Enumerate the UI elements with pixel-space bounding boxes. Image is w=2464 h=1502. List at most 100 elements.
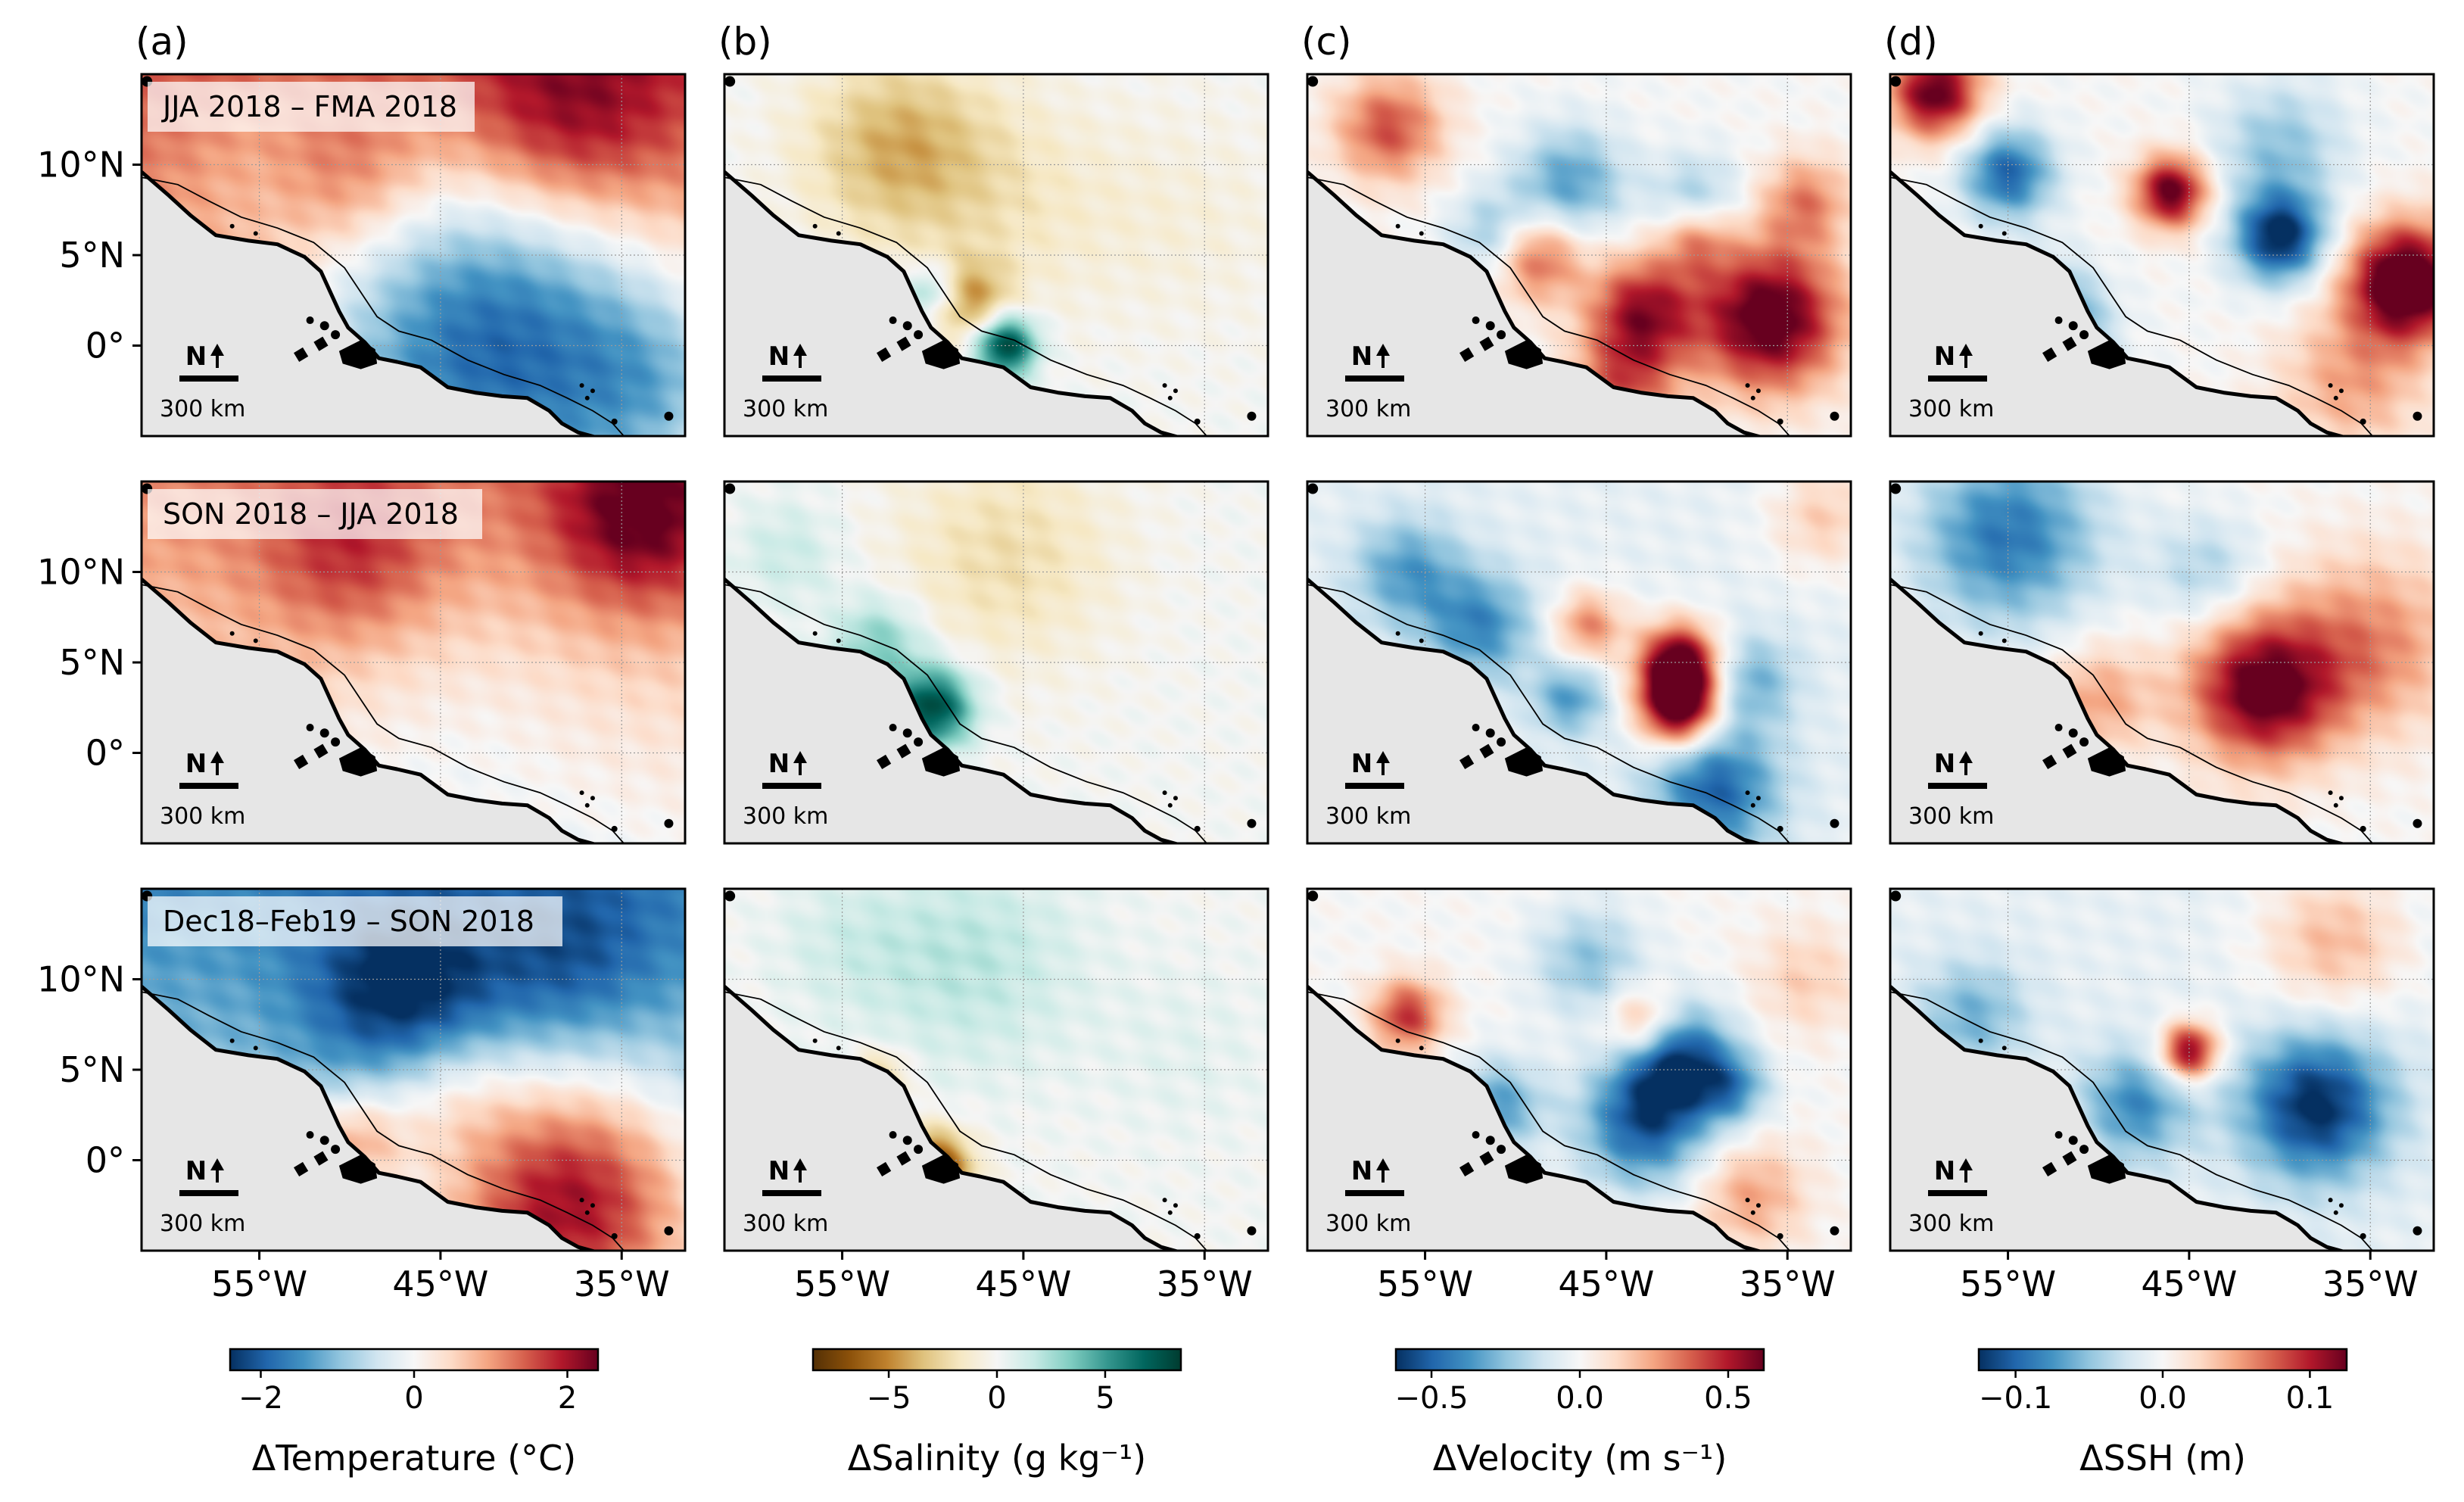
- map-panel-ssh-row1: N 300 km: [1889, 73, 2435, 438]
- marajo-island: [921, 747, 961, 777]
- island-dot: [253, 231, 258, 236]
- scale-bar-label: 300 km: [1325, 396, 1411, 422]
- island-dot: [1755, 796, 1761, 801]
- scale-bar-label: 300 km: [1908, 803, 1994, 830]
- shelf-contour: [724, 176, 1208, 436]
- estuary-islet: [2079, 1145, 2089, 1155]
- island-dot: [590, 388, 595, 394]
- estuary-island: [294, 754, 309, 769]
- scale-bar: [1345, 376, 1404, 382]
- estuary-islet: [331, 737, 341, 747]
- island-dot: [579, 1198, 584, 1203]
- map-panel-velocity-row3: N 300 km: [1306, 887, 1852, 1252]
- island-dot: [1194, 1232, 1201, 1239]
- island-dot: [664, 411, 674, 421]
- scale-bar: [1345, 783, 1404, 789]
- colorbar-gradient: [811, 1348, 1182, 1372]
- colorbar-gradient: [229, 1348, 600, 1372]
- island-dot: [1890, 890, 1902, 902]
- north-arrow-label: N: [1351, 341, 1372, 372]
- north-arrow-icon: [1959, 1158, 1973, 1183]
- colorbar-tick-label: −0.5: [1394, 1381, 1468, 1416]
- land-mask: [1890, 986, 2341, 1251]
- island-dot: [584, 395, 590, 400]
- lat-tick-label: 10°N: [37, 145, 125, 185]
- estuary-island: [896, 336, 911, 351]
- estuary-islet: [914, 1145, 924, 1155]
- north-arrow-label: N: [1934, 341, 1955, 372]
- island-dot: [1307, 483, 1319, 494]
- island-dot: [2333, 395, 2338, 400]
- estuary-island: [1459, 347, 1475, 362]
- island-dot: [579, 383, 584, 388]
- land-mask: [1890, 579, 2341, 843]
- island-dot: [1167, 395, 1173, 400]
- north-arrow-label: N: [185, 749, 207, 779]
- lat-tick-label: 5°N: [59, 235, 125, 276]
- estuary-islet: [902, 728, 912, 738]
- colorbar-gradient: [1977, 1348, 2348, 1372]
- scale-bar-label: 300 km: [1908, 1211, 1994, 1237]
- estuary-islet: [306, 316, 314, 325]
- estuary-islet: [2068, 728, 2078, 738]
- island-dot: [2413, 411, 2422, 421]
- lat-tick-label: 10°N: [37, 959, 125, 1000]
- estuary-island: [313, 1151, 329, 1166]
- lon-tick-label: 55°W: [1960, 1264, 2056, 1304]
- panel-frame: [1306, 887, 1852, 1252]
- scale-bar-label: 300 km: [743, 396, 828, 422]
- island-dot: [1777, 418, 1783, 425]
- estuary-islet: [1497, 330, 1506, 340]
- colorbar-temperature: −2 0 2 ΔTemperature (°C): [229, 1348, 600, 1479]
- island-dot: [1247, 411, 1257, 421]
- colorbar-gradient: [1394, 1348, 1765, 1372]
- island-dot: [253, 1045, 258, 1051]
- row-title-box: [148, 896, 562, 946]
- island-dot: [1194, 418, 1201, 425]
- island-dot: [2001, 638, 2007, 643]
- colorbar-ssh: −0.1 0.0 0.1 ΔSSH (m): [1977, 1348, 2348, 1479]
- island-dot: [2360, 418, 2366, 425]
- shelf-contour: [142, 991, 625, 1251]
- north-arrow-icon: [1376, 1158, 1390, 1183]
- island-dot: [664, 1226, 674, 1236]
- island-dot: [1247, 818, 1257, 828]
- panel-letter: (d): [1884, 20, 1938, 64]
- lon-tick-label: 45°W: [1558, 1264, 1654, 1304]
- shelf-contour: [724, 991, 1208, 1251]
- estuary-islet: [889, 724, 897, 732]
- row-title-box: [148, 489, 482, 539]
- map-panel-temperature-row3: N 300 km Dec18–Feb19 – SON 2018: [140, 887, 687, 1252]
- map-panel-salinity-row3: N 300 km: [723, 887, 1269, 1252]
- estuary-islet: [2068, 321, 2078, 331]
- colorbar-salinity: −5 0 5 ΔSalinity (g kg⁻¹): [811, 1348, 1182, 1479]
- estuary-island: [1479, 743, 1494, 759]
- scale-bar-label: 300 km: [1908, 396, 1994, 422]
- north-arrow-icon: [793, 1158, 807, 1183]
- panel-frame: [1306, 73, 1852, 438]
- north-arrow-icon: [793, 344, 807, 368]
- island-dot: [1745, 790, 1750, 796]
- island-dot: [2333, 1210, 2338, 1215]
- panel-frame: [723, 887, 1269, 1252]
- marajo-island: [338, 1155, 378, 1184]
- scale-bar: [179, 376, 238, 382]
- island-dot: [1755, 388, 1761, 394]
- latitude-axis: 10°N 5°N 0° 10°N 5°N 0° 10°N 5°N 0°: [37, 145, 142, 1181]
- scale-bar: [1345, 1190, 1404, 1196]
- shelf-contour: [1307, 584, 1791, 843]
- colorbar-tick-label: 0.5: [1704, 1381, 1752, 1416]
- estuary-island: [896, 1151, 911, 1166]
- north-arrow-icon: [210, 344, 224, 368]
- panel-frame: [1889, 480, 2435, 845]
- island-dot: [2413, 818, 2422, 828]
- north-arrow-label: N: [1351, 1156, 1372, 1186]
- estuary-island: [313, 336, 329, 351]
- row-title-box: [148, 82, 475, 132]
- row-title: JJA 2018 – FMA 2018: [161, 90, 457, 123]
- land-mask: [142, 579, 592, 843]
- island-dot: [1830, 818, 1839, 828]
- colorbar-tick-label: −5: [867, 1381, 911, 1416]
- panel-frame: [723, 480, 1269, 845]
- island-dot: [1830, 1226, 1839, 1236]
